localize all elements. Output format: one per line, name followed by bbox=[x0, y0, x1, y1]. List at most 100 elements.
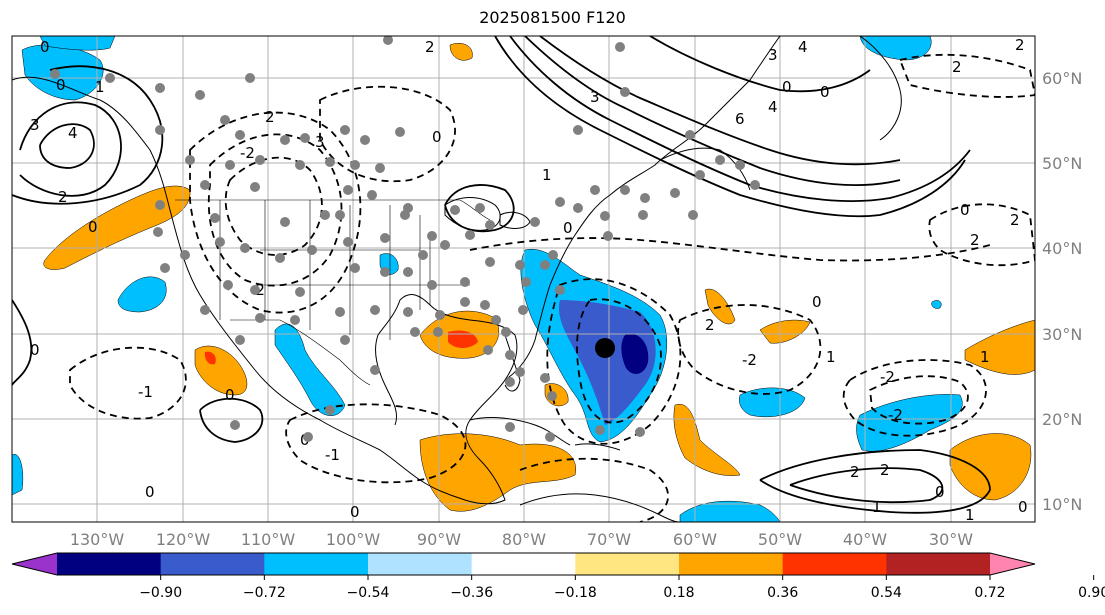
colorbar-outline bbox=[11, 552, 1036, 576]
colorbar-segment bbox=[368, 553, 473, 575]
colorbar-segment bbox=[886, 553, 991, 575]
contour-negative-sw bbox=[69, 346, 187, 420]
contour-label: 6 bbox=[735, 110, 745, 128]
colorbar: −0.90 −0.72 −0.54 −0.36 −0.18 0.18 0.36 0.54 0.7… bbox=[11, 552, 1105, 601]
negative-region-top bbox=[39, 36, 116, 51]
colorbar-tick-label: 0.18 bbox=[663, 585, 694, 601]
colorbar-extend-high bbox=[990, 553, 1035, 575]
shaded-fields bbox=[12, 36, 1035, 522]
contour-label: 1 bbox=[826, 348, 836, 366]
lat-label: 40°N bbox=[1042, 239, 1082, 258]
colorbar-tick-label: 0.36 bbox=[767, 585, 798, 601]
colorbar-tick-label: −0.18 bbox=[554, 585, 597, 601]
contour-negative-west-2 bbox=[207, 133, 343, 287]
map-title: 2025081500 F120 bbox=[479, 8, 626, 27]
lon-label: 100°W bbox=[326, 530, 381, 549]
contour-label: -2 bbox=[880, 368, 895, 386]
colorbar-segment bbox=[264, 553, 369, 575]
contour-label: 2 bbox=[850, 463, 860, 481]
colorbar-tick-label: −0.54 bbox=[347, 585, 390, 601]
colorbar-tick-label: 0.72 bbox=[974, 585, 1005, 601]
negative-core-dark bbox=[621, 334, 649, 374]
contour-label: 1 bbox=[95, 78, 105, 96]
contour-label: 0 bbox=[935, 483, 945, 501]
longitude-labels: 130°W 120°W 110°W 100°W 90°W 80°W 70°W 6… bbox=[70, 530, 973, 549]
contour-label: 2 bbox=[1010, 211, 1020, 229]
lat-label: 20°N bbox=[1042, 410, 1082, 429]
contour-label: 0 bbox=[350, 503, 360, 521]
contour-label: 0 bbox=[88, 218, 98, 236]
contour-label: 2 bbox=[952, 58, 962, 76]
lon-label: 60°W bbox=[673, 530, 717, 549]
us-mexico-border bbox=[230, 319, 371, 386]
contour-positive-north-3 bbox=[524, 36, 901, 186]
contour-positive-se bbox=[759, 449, 991, 514]
contour-label: 3 bbox=[315, 133, 325, 151]
contour-label: -1 bbox=[138, 383, 153, 401]
contour-label: 0 bbox=[782, 78, 792, 96]
south-america-coast bbox=[519, 493, 681, 522]
positive-core-gulf bbox=[448, 330, 478, 348]
contour-label: 2 bbox=[265, 108, 275, 126]
positive-region-pacific bbox=[43, 185, 191, 270]
contour-negative-north bbox=[319, 85, 456, 183]
negative-region-sw-edge bbox=[12, 453, 24, 496]
contour-label: 4 bbox=[768, 98, 778, 116]
negative-region-west bbox=[117, 276, 167, 313]
contour-positive-arctic bbox=[649, 36, 871, 93]
florida-coast bbox=[504, 334, 521, 392]
contour-label: 1 bbox=[965, 506, 975, 524]
contour-positive-north-2 bbox=[509, 36, 971, 202]
contour-label: 0 bbox=[960, 201, 970, 219]
negative-region-ne bbox=[859, 36, 932, 61]
contour-negative-east-2 bbox=[869, 375, 969, 425]
contour-label: -2 bbox=[742, 351, 757, 369]
contour-positive-south bbox=[199, 397, 264, 443]
contour-negative-lower bbox=[519, 457, 669, 522]
contour-label: 3 bbox=[590, 88, 600, 106]
contour-positive-low-ring bbox=[444, 184, 515, 233]
contour-positive-north bbox=[494, 36, 966, 218]
cuba-coast bbox=[469, 417, 571, 446]
contour-negative-mid bbox=[677, 304, 822, 395]
negative-region-mexico bbox=[274, 323, 346, 416]
coastlines bbox=[12, 36, 902, 522]
colorbar-tick-label: −0.36 bbox=[450, 585, 493, 601]
lon-label: 80°W bbox=[502, 530, 546, 549]
contour-label: 0 bbox=[1018, 498, 1028, 516]
contour-labels: 0 0 1 3 4 2 0 0 -1 0 0 2 -2 3 -2 0 2 1 3… bbox=[30, 36, 1028, 524]
contour-label: 2 bbox=[1015, 36, 1025, 54]
lon-label: 30°W bbox=[929, 530, 973, 549]
political-borders bbox=[175, 199, 491, 386]
colorbar-tick-label: −0.72 bbox=[243, 585, 286, 601]
colorbar-segment bbox=[575, 553, 680, 575]
lat-label: 30°N bbox=[1042, 325, 1082, 344]
contour-label: -1 bbox=[325, 446, 340, 464]
contour-lines bbox=[12, 36, 991, 514]
contour-label: 1 bbox=[872, 498, 882, 516]
contour-zero-pacific bbox=[12, 299, 33, 386]
contour-positive-nw bbox=[19, 101, 122, 197]
colorbar-tick-label: 0.90 bbox=[1078, 585, 1105, 601]
colorbar-segment bbox=[57, 553, 162, 575]
contour-negative-atlantic-2 bbox=[576, 298, 662, 424]
negative-region-small-east bbox=[931, 300, 942, 309]
contour-negative-west bbox=[189, 111, 362, 314]
contour-label: 1 bbox=[542, 166, 552, 184]
contour-label: 1 bbox=[980, 348, 990, 366]
greenland-coast bbox=[859, 36, 902, 141]
colorbar-tick-label: 0.54 bbox=[871, 585, 902, 601]
contour-negative-east bbox=[842, 359, 987, 437]
contour-label: -2 bbox=[240, 144, 255, 162]
lat-label: 10°N bbox=[1042, 495, 1082, 514]
contour-label: 0 bbox=[30, 341, 40, 359]
contour-label: 3 bbox=[768, 46, 778, 64]
contour-positive-nw-outer bbox=[12, 65, 164, 205]
us-canada-border bbox=[175, 199, 491, 221]
contour-positive-nw-inner bbox=[39, 123, 95, 169]
contour-label: 2 bbox=[970, 231, 980, 249]
positive-region-atlantic-mid bbox=[759, 319, 811, 344]
contour-positive-north-4 bbox=[539, 36, 901, 166]
contour-label: 0 bbox=[563, 219, 573, 237]
